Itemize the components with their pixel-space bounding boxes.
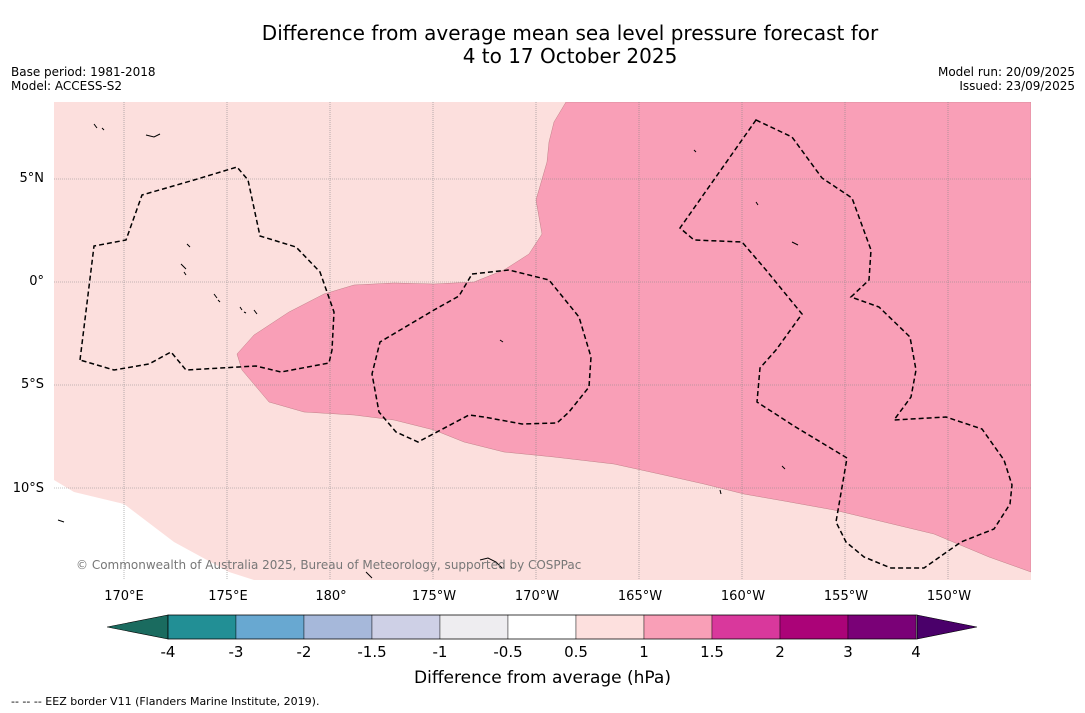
issued-date: Issued: 23/09/2025	[959, 79, 1075, 93]
title-line-2: 4 to 17 October 2025	[462, 44, 678, 68]
colorbar-tick-label: -1	[432, 643, 448, 661]
lat-label-0: 0°	[29, 274, 44, 289]
colorbar-tick-label: -0.5	[493, 643, 523, 661]
coastlines	[57, 123, 799, 579]
meta-right: Model run: 20/09/2025 Issued: 23/09/2025	[938, 65, 1075, 93]
eez-legend-note: -- -- -- EEZ border V11 (Flanders Marine…	[11, 695, 320, 708]
colorbar-segment	[643, 614, 713, 640]
colorbar-tick-label: -1.5	[357, 643, 387, 661]
title-line-1: Difference from average mean sea level p…	[261, 21, 879, 45]
colorbar-segments	[167, 614, 917, 640]
colorbar-extend-high	[916, 614, 978, 640]
colorbar-tick-label: -4	[160, 643, 176, 661]
colorbar-tick-label: -2	[296, 643, 312, 661]
lon-label-160w: 160°W	[720, 589, 766, 604]
model-name: Model: ACCESS-S2	[11, 79, 123, 93]
colorbar-segment	[847, 614, 917, 640]
colorbar-title: Difference from average (hPa)	[414, 668, 671, 688]
lon-label-155w: 155°W	[823, 589, 869, 604]
colorbar-tick-label: 1	[639, 643, 649, 661]
lon-label-175e: 175°E	[208, 589, 248, 604]
copyright-notice: © Commonwealth of Australia 2025, Bureau…	[76, 558, 582, 572]
colorbar-segment	[303, 614, 373, 640]
colorbar-segment	[711, 614, 781, 640]
colorbar-tick-label: 1.5	[700, 643, 724, 661]
colorbar-segment	[575, 614, 645, 640]
lon-label-150w: 150°W	[926, 589, 972, 604]
lat-label-5n: 5°N	[19, 171, 45, 186]
colorbar-tick-label: 4	[911, 643, 921, 661]
lon-label-170w: 170°W	[514, 589, 560, 604]
colorbar-segment	[235, 614, 305, 640]
colorbar-segment	[371, 614, 441, 640]
colorbar	[107, 614, 978, 640]
colorbar-segment	[439, 614, 509, 640]
chart-title: Difference from average mean sea level p…	[0, 22, 1085, 68]
model-run: Model run: 20/09/2025	[937, 65, 1075, 79]
lon-label-170e: 170°E	[104, 589, 144, 604]
colorbar-tick-label: 0.5	[564, 643, 588, 661]
colorbar-frame	[167, 614, 918, 640]
colorbar-tick-label: 3	[843, 643, 853, 661]
colorbar-tick-label: 2	[775, 643, 785, 661]
colorbar-segment	[507, 614, 577, 640]
eez-borders	[79, 119, 1013, 569]
lon-label-180: 180°	[315, 589, 347, 604]
colorbar-extend-low	[107, 614, 169, 640]
meta-left: Base period: 1981-2018 Model: ACCESS-S2	[11, 65, 156, 93]
lat-label-5s: 5°S	[20, 377, 44, 392]
base-period: Base period: 1981-2018	[11, 65, 156, 79]
graticule	[54, 102, 1031, 580]
colorbar-segment	[779, 614, 849, 640]
band-positive-high	[236, 102, 1031, 573]
lon-label-175w: 175°W	[411, 589, 457, 604]
colorbar-tick-label: -3	[228, 643, 244, 661]
pressure-map	[54, 102, 1031, 580]
lat-label-10s: 10°S	[12, 481, 44, 496]
lon-label-165w: 165°W	[617, 589, 663, 604]
colorbar-segment	[167, 614, 237, 640]
band-neutral	[54, 480, 254, 580]
